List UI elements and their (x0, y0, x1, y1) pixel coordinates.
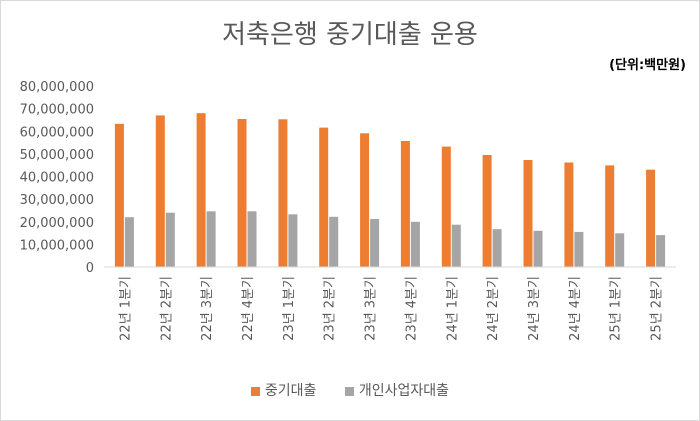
legend: 중기대출 개인사업자대출 (0, 380, 700, 400)
bar-series-1 (656, 235, 666, 267)
x-tick-label: 22년 2분기 (159, 276, 174, 341)
bar-series-0 (155, 115, 165, 268)
x-tick-label: 23년 3분기 (364, 276, 379, 341)
x-tick-label: 22년 1분기 (118, 276, 133, 341)
bar-series-0 (360, 133, 370, 267)
bar-series-1 (370, 219, 380, 267)
bar-series-0 (646, 169, 656, 267)
bar-series-0 (523, 160, 533, 267)
bar-series-0 (278, 119, 288, 267)
bar-series-0 (441, 146, 451, 267)
bar-series-1 (492, 229, 502, 267)
bar-series-1 (615, 233, 625, 267)
x-tick-label: 25년 2분기 (650, 276, 665, 341)
y-tick-label: 0 (86, 261, 94, 276)
y-tick-label: 30,000,000 (20, 193, 94, 208)
bar-series-1 (165, 212, 175, 267)
legend-swatch-series-0 (250, 386, 260, 396)
x-axis: 22년 1분기 22년 2분기 22년 3분기 22년 4분기 23년 1분기 23년 2… (104, 266, 676, 341)
bar-series-0 (196, 113, 206, 267)
bar-series-0 (319, 127, 329, 267)
y-tick-label: 10,000,000 (20, 238, 94, 253)
bar-series-1 (533, 230, 543, 267)
x-tick-label: 23년 4분기 (404, 276, 419, 341)
bar-series-0 (482, 155, 492, 267)
x-tick-label: 22년 3분기 (200, 276, 215, 341)
bar-series-1 (574, 231, 584, 267)
bar-series-0 (114, 123, 124, 267)
x-tick-label: 24년 2분기 (486, 276, 501, 341)
legend-item-series-0: 중기대출 (250, 380, 317, 400)
bar-series-0 (564, 162, 574, 267)
chart-title: 저축은행 중기대출 운용 (222, 20, 478, 50)
x-tick-label: 25년 1분기 (609, 276, 624, 341)
x-tick-label: 24년 3분기 (527, 276, 542, 341)
x-tick-label: 24년 4분기 (568, 276, 583, 341)
y-tick-label: 20,000,000 (20, 216, 94, 231)
y-tick-label: 80,000,000 (20, 80, 94, 95)
bar-series-1 (410, 221, 420, 268)
x-tick-label: 24년 1분기 (445, 276, 460, 341)
bar-series-0 (400, 141, 410, 267)
bar-series-1 (288, 214, 298, 267)
y-tick-label: 60,000,000 (20, 125, 94, 140)
bar-series-1 (451, 224, 461, 267)
bar-series-1 (247, 211, 257, 267)
y-tick-label: 70,000,000 (20, 103, 94, 118)
x-tick-label: 22년 4분기 (241, 276, 256, 341)
legend-label-series-1: 개인사업자대출 (358, 383, 450, 399)
y-tick-label: 50,000,000 (20, 148, 94, 163)
x-tick-label: 23년 1분기 (282, 276, 297, 341)
bars (114, 113, 666, 268)
legend-item-series-1: 개인사업자대출 (344, 380, 450, 400)
legend-label-series-0: 중기대출 (264, 383, 317, 399)
bar-series-0 (237, 119, 247, 267)
x-tick-label: 23년 2분기 (323, 276, 338, 341)
bar-series-0 (605, 165, 615, 267)
unit-note: (단위:백만원) (609, 58, 686, 73)
bar-series-1 (206, 211, 216, 267)
bar-series-1 (329, 216, 339, 267)
bar-series-1 (124, 217, 134, 267)
legend-swatch-series-1 (344, 386, 354, 396)
y-tick-label: 40,000,000 (20, 171, 94, 186)
y-axis: 0 10,000,000 20,000,000 30,000,000 40,000,00… (20, 80, 94, 276)
